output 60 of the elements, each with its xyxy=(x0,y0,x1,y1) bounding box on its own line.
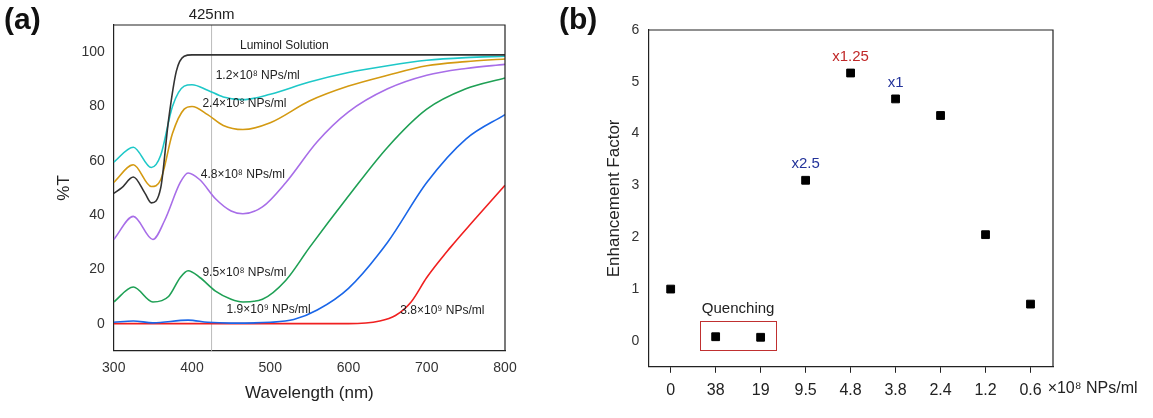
series-label: 9.5×10⁸ NPs/ml xyxy=(202,265,287,280)
x-tick-label: 0 xyxy=(666,380,676,398)
y-tick-label: 40 xyxy=(89,205,105,222)
x-tick-label: 4.8 xyxy=(839,380,862,398)
x-tick-label: 2.4 xyxy=(929,380,952,398)
point xyxy=(981,230,990,240)
series-label: 1.2×10⁸ NPs/ml xyxy=(215,68,300,83)
ref-line-label: 425nm xyxy=(188,4,235,22)
series-label: 1.9×10⁹ NPs/ml xyxy=(226,301,311,316)
point xyxy=(891,94,900,104)
x-tick-label: 9.5 xyxy=(794,380,817,398)
point xyxy=(846,68,855,78)
line-series xyxy=(113,184,505,325)
x-axis-title: ×10⁸ NPs/ml xyxy=(1047,379,1138,397)
line-series xyxy=(113,77,505,303)
y-axis-title: %T xyxy=(53,175,73,201)
series-label: 3.8×10⁹ NPs/ml xyxy=(400,302,485,317)
y-tick-label: 20 xyxy=(89,260,105,277)
point xyxy=(711,332,721,342)
chart-title: (b) xyxy=(559,2,598,36)
point xyxy=(666,284,676,294)
point xyxy=(801,175,810,185)
y-tick-label: 80 xyxy=(89,97,105,114)
x-tick-label: 300 xyxy=(102,359,126,376)
line-series xyxy=(113,113,505,324)
annotation: x1 xyxy=(887,72,904,90)
y-tick-label: 1 xyxy=(631,279,640,296)
annotation: Quenching xyxy=(701,299,775,317)
x-tick-label: 800 xyxy=(493,359,517,376)
y-tick-label: 60 xyxy=(89,151,105,168)
y-tick-label: 2 xyxy=(631,228,640,245)
x-tick-label: 400 xyxy=(180,359,204,376)
series-label: 2.4×10⁸ NPs/ml xyxy=(202,96,287,111)
y-tick-label: 4 xyxy=(631,124,640,141)
point xyxy=(1026,299,1035,309)
point xyxy=(756,332,766,342)
y-tick-label: 6 xyxy=(631,20,640,37)
line-series xyxy=(113,63,505,241)
chart-title: (a) xyxy=(4,2,41,36)
x-axis-title: Wavelength (nm) xyxy=(244,383,374,403)
x-tick-label: 500 xyxy=(258,359,283,376)
y-axis-title: Enhancement Factor xyxy=(603,119,623,278)
x-tick-label: 0.6 xyxy=(1019,380,1042,398)
y-tick-label: 5 xyxy=(631,72,640,89)
annotation: x1.25 xyxy=(832,46,869,64)
y-tick-label: 0 xyxy=(96,314,105,331)
x-tick-label: 600 xyxy=(336,359,361,376)
series-label: 4.8×10⁸ NPs/ml xyxy=(200,167,285,182)
series-label: Luminol Solution xyxy=(239,38,329,53)
y-tick-label: 0 xyxy=(631,331,640,348)
x-tick-label: 38 xyxy=(706,380,725,398)
x-tick-label: 700 xyxy=(415,359,439,376)
x-tick-label: 3.8 xyxy=(884,380,907,398)
x-tick-label: 1.2 xyxy=(974,380,997,398)
x-tick-label: 19 xyxy=(751,380,770,398)
annotation: x2.5 xyxy=(791,153,820,171)
y-tick-label: 100 xyxy=(81,43,105,60)
line-series xyxy=(113,55,505,169)
y-tick-label: 3 xyxy=(631,176,640,193)
point xyxy=(936,111,945,120)
